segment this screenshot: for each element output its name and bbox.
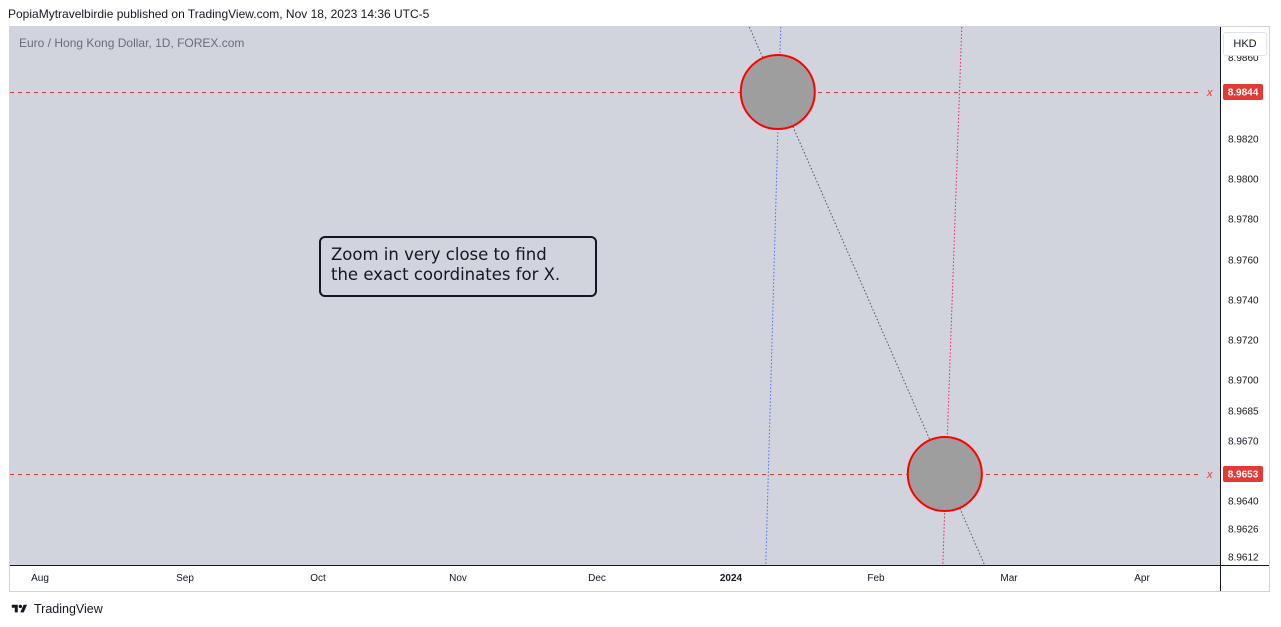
x-tick-label: Aug (31, 573, 49, 584)
plot-area[interactable] (10, 27, 1220, 565)
publisher-header: PopiaMytravelbirdie published on Trading… (8, 7, 430, 21)
annotation-note-line-2: the exact coordinates for X. (331, 265, 561, 284)
y-tick-label: 8.9685 (1228, 407, 1259, 418)
x-tick-label: Apr (1134, 573, 1150, 584)
annotation-note[interactable]: Zoom in very close to find the exact coo… (319, 236, 597, 297)
y-tick-labels: 8.9612 8.9626 8.9640 8.9670 8.9685 8.9700 8.97… (1228, 135, 1259, 564)
time-axis-area[interactable] (10, 565, 1220, 592)
price-tag-label: 8.9653 (1228, 470, 1259, 481)
x-tick-label: Mar (1000, 573, 1018, 584)
x-tick-label: Feb (867, 573, 885, 584)
y-tick-label: 8.9740 (1228, 296, 1259, 307)
price-tag (1223, 466, 1263, 482)
y-tick-label: 8.9800 (1228, 175, 1259, 186)
y-tick-label: 8.9720 (1228, 336, 1259, 347)
marker-circle[interactable] (906, 436, 983, 512)
x-tick-label: 2024 (720, 573, 743, 584)
annotation-note-line-1: Zoom in very close to find (331, 245, 547, 264)
y-tick-label: 8.9760 (1228, 256, 1259, 267)
x-tick-label: Oct (310, 573, 326, 584)
footer-brand-text: TradingView (34, 602, 103, 616)
chart-canvas[interactable]: 8.9860 8.96128.96268.96408.96708.96858.9… (10, 27, 1270, 592)
marker-circles (739, 54, 983, 512)
y-tick-label: 8.9780 (1228, 215, 1259, 226)
symbol-title: Euro / Hong Kong Dollar, 1D, FOREX.com (19, 36, 245, 50)
chart-panel[interactable]: 8.9860 8.9612 8.9626 8.9640 8.9670 8.9685 8.9… (9, 26, 1270, 592)
y-tick-label: 8.9820 (1228, 135, 1259, 146)
y-tick-label: 8.9700 (1228, 376, 1259, 387)
blue-vertical-line[interactable] (765, 27, 782, 566)
x-tick-label: Sep (176, 573, 194, 584)
currency-button[interactable]: HKD (1223, 32, 1267, 56)
tradingview-logo-icon (11, 604, 27, 613)
price-line-marker: x (1206, 469, 1213, 481)
marker-circle[interactable] (739, 54, 816, 130)
y-tick-label: 8.9626 (1228, 525, 1259, 536)
y-tick-label-partial: 8.9860 (1228, 53, 1259, 64)
price-line-marker: x (1206, 87, 1213, 99)
price-tag (1223, 84, 1263, 100)
x-tick-labels: Aug Sep Oct Nov Dec 2024 Feb Mar Apr (31, 573, 1150, 584)
x-tick-label: Nov (449, 573, 467, 584)
horizontal-price-lines: x 8.9844 x 8.9653 (10, 84, 1263, 482)
price-tag-label: 8.9844 (1228, 88, 1259, 99)
x-tick-label: Dec (588, 573, 606, 584)
footer-brand[interactable]: TradingView (10, 601, 103, 617)
y-tick-label: 8.9670 (1228, 437, 1259, 448)
y-tick-label: 8.9612 (1228, 553, 1259, 564)
y-tick-label: 8.9640 (1228, 497, 1259, 508)
